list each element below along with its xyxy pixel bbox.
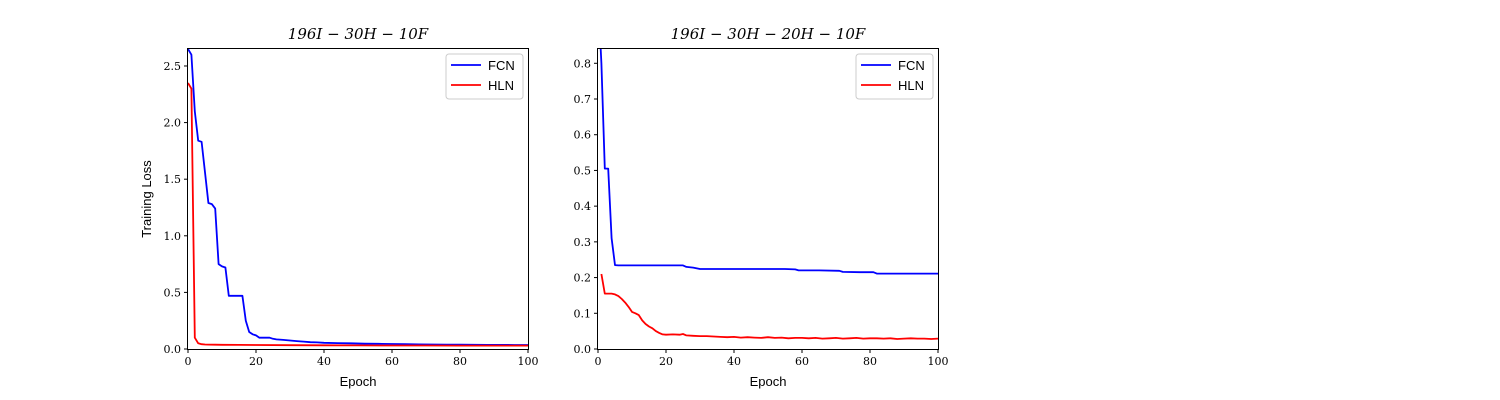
- legend-label-fcn: FCN: [488, 58, 515, 73]
- chart-title: 196I − 30H − 20H − 10F: [671, 25, 866, 43]
- y-tick-label: 0.8: [574, 57, 592, 70]
- y-axis-label: Training Loss: [139, 160, 154, 238]
- y-tick-label: 2.5: [164, 60, 182, 73]
- y-tick-label: 0.5: [574, 164, 592, 177]
- x-tick-label: 20: [659, 355, 673, 368]
- y-tick-label: 0.6: [574, 129, 592, 142]
- x-tick-label: 40: [727, 355, 741, 368]
- y-tick-label: 0.1: [574, 307, 592, 320]
- tick-layer: 0 20 40 60 80 100 0.0 0.1 0.2 0.3 0.4 0.5 0.6 0.7 0.8: [574, 57, 949, 368]
- legend: FCN HLN: [445, 53, 524, 100]
- series-line-hln: [188, 82, 528, 347]
- plot-frame: [187, 48, 529, 350]
- series-line-fcn: [188, 49, 528, 346]
- y-tick-label: 2.0: [164, 117, 182, 130]
- x-tick-label: 60: [795, 355, 809, 368]
- legend-label-hln: HLN: [488, 78, 514, 93]
- chart-training-loss-3-layer: 196I − 30H − 20H − 10F Epoch 0 20 40 60 80 10…: [574, 25, 949, 389]
- series-line-hln: [600, 273, 938, 340]
- x-tick-label: 60: [385, 355, 399, 368]
- plot-frame: [597, 48, 939, 350]
- x-tick-label: 80: [863, 355, 877, 368]
- y-tick-label: 0.7: [574, 93, 592, 106]
- series-layer: [599, 49, 938, 340]
- x-axis-label: Epoch: [340, 374, 377, 389]
- x-tick-label: 100: [518, 355, 539, 368]
- legend-label-fcn: FCN: [898, 58, 925, 73]
- y-tick-label: 0.0: [574, 343, 592, 356]
- x-tick-label: 80: [453, 355, 467, 368]
- chart-title: 196I − 30H − 10F: [288, 25, 429, 43]
- x-tick-label: 40: [317, 355, 331, 368]
- y-tick-label: 1.0: [164, 230, 182, 243]
- legend: FCN HLN: [855, 53, 934, 100]
- y-tick-label: 0.0: [164, 343, 182, 356]
- series-layer: [188, 49, 528, 347]
- x-axis-label: Epoch: [750, 374, 787, 389]
- y-tick-label: 0.3: [574, 236, 592, 249]
- y-tick-label: 0.5: [164, 286, 182, 299]
- series-line-fcn: [599, 49, 938, 275]
- x-tick-label: 100: [928, 355, 949, 368]
- chart-training-loss-2-layer: 196I − 30H − 10F Epoch Training Loss 0 20…: [139, 25, 539, 389]
- y-tick-label: 0.2: [574, 272, 592, 285]
- y-tick-label: 0.4: [574, 200, 592, 213]
- x-tick-label: 0: [595, 355, 602, 368]
- y-tick-label: 1.5: [164, 173, 182, 186]
- x-tick-label: 20: [249, 355, 263, 368]
- legend-label-hln: HLN: [898, 78, 924, 93]
- x-tick-label: 0: [185, 355, 192, 368]
- tick-layer: 0 20 40 60 80 100 0.0 0.5 1.0 1.5 2.0 2.5: [164, 60, 539, 368]
